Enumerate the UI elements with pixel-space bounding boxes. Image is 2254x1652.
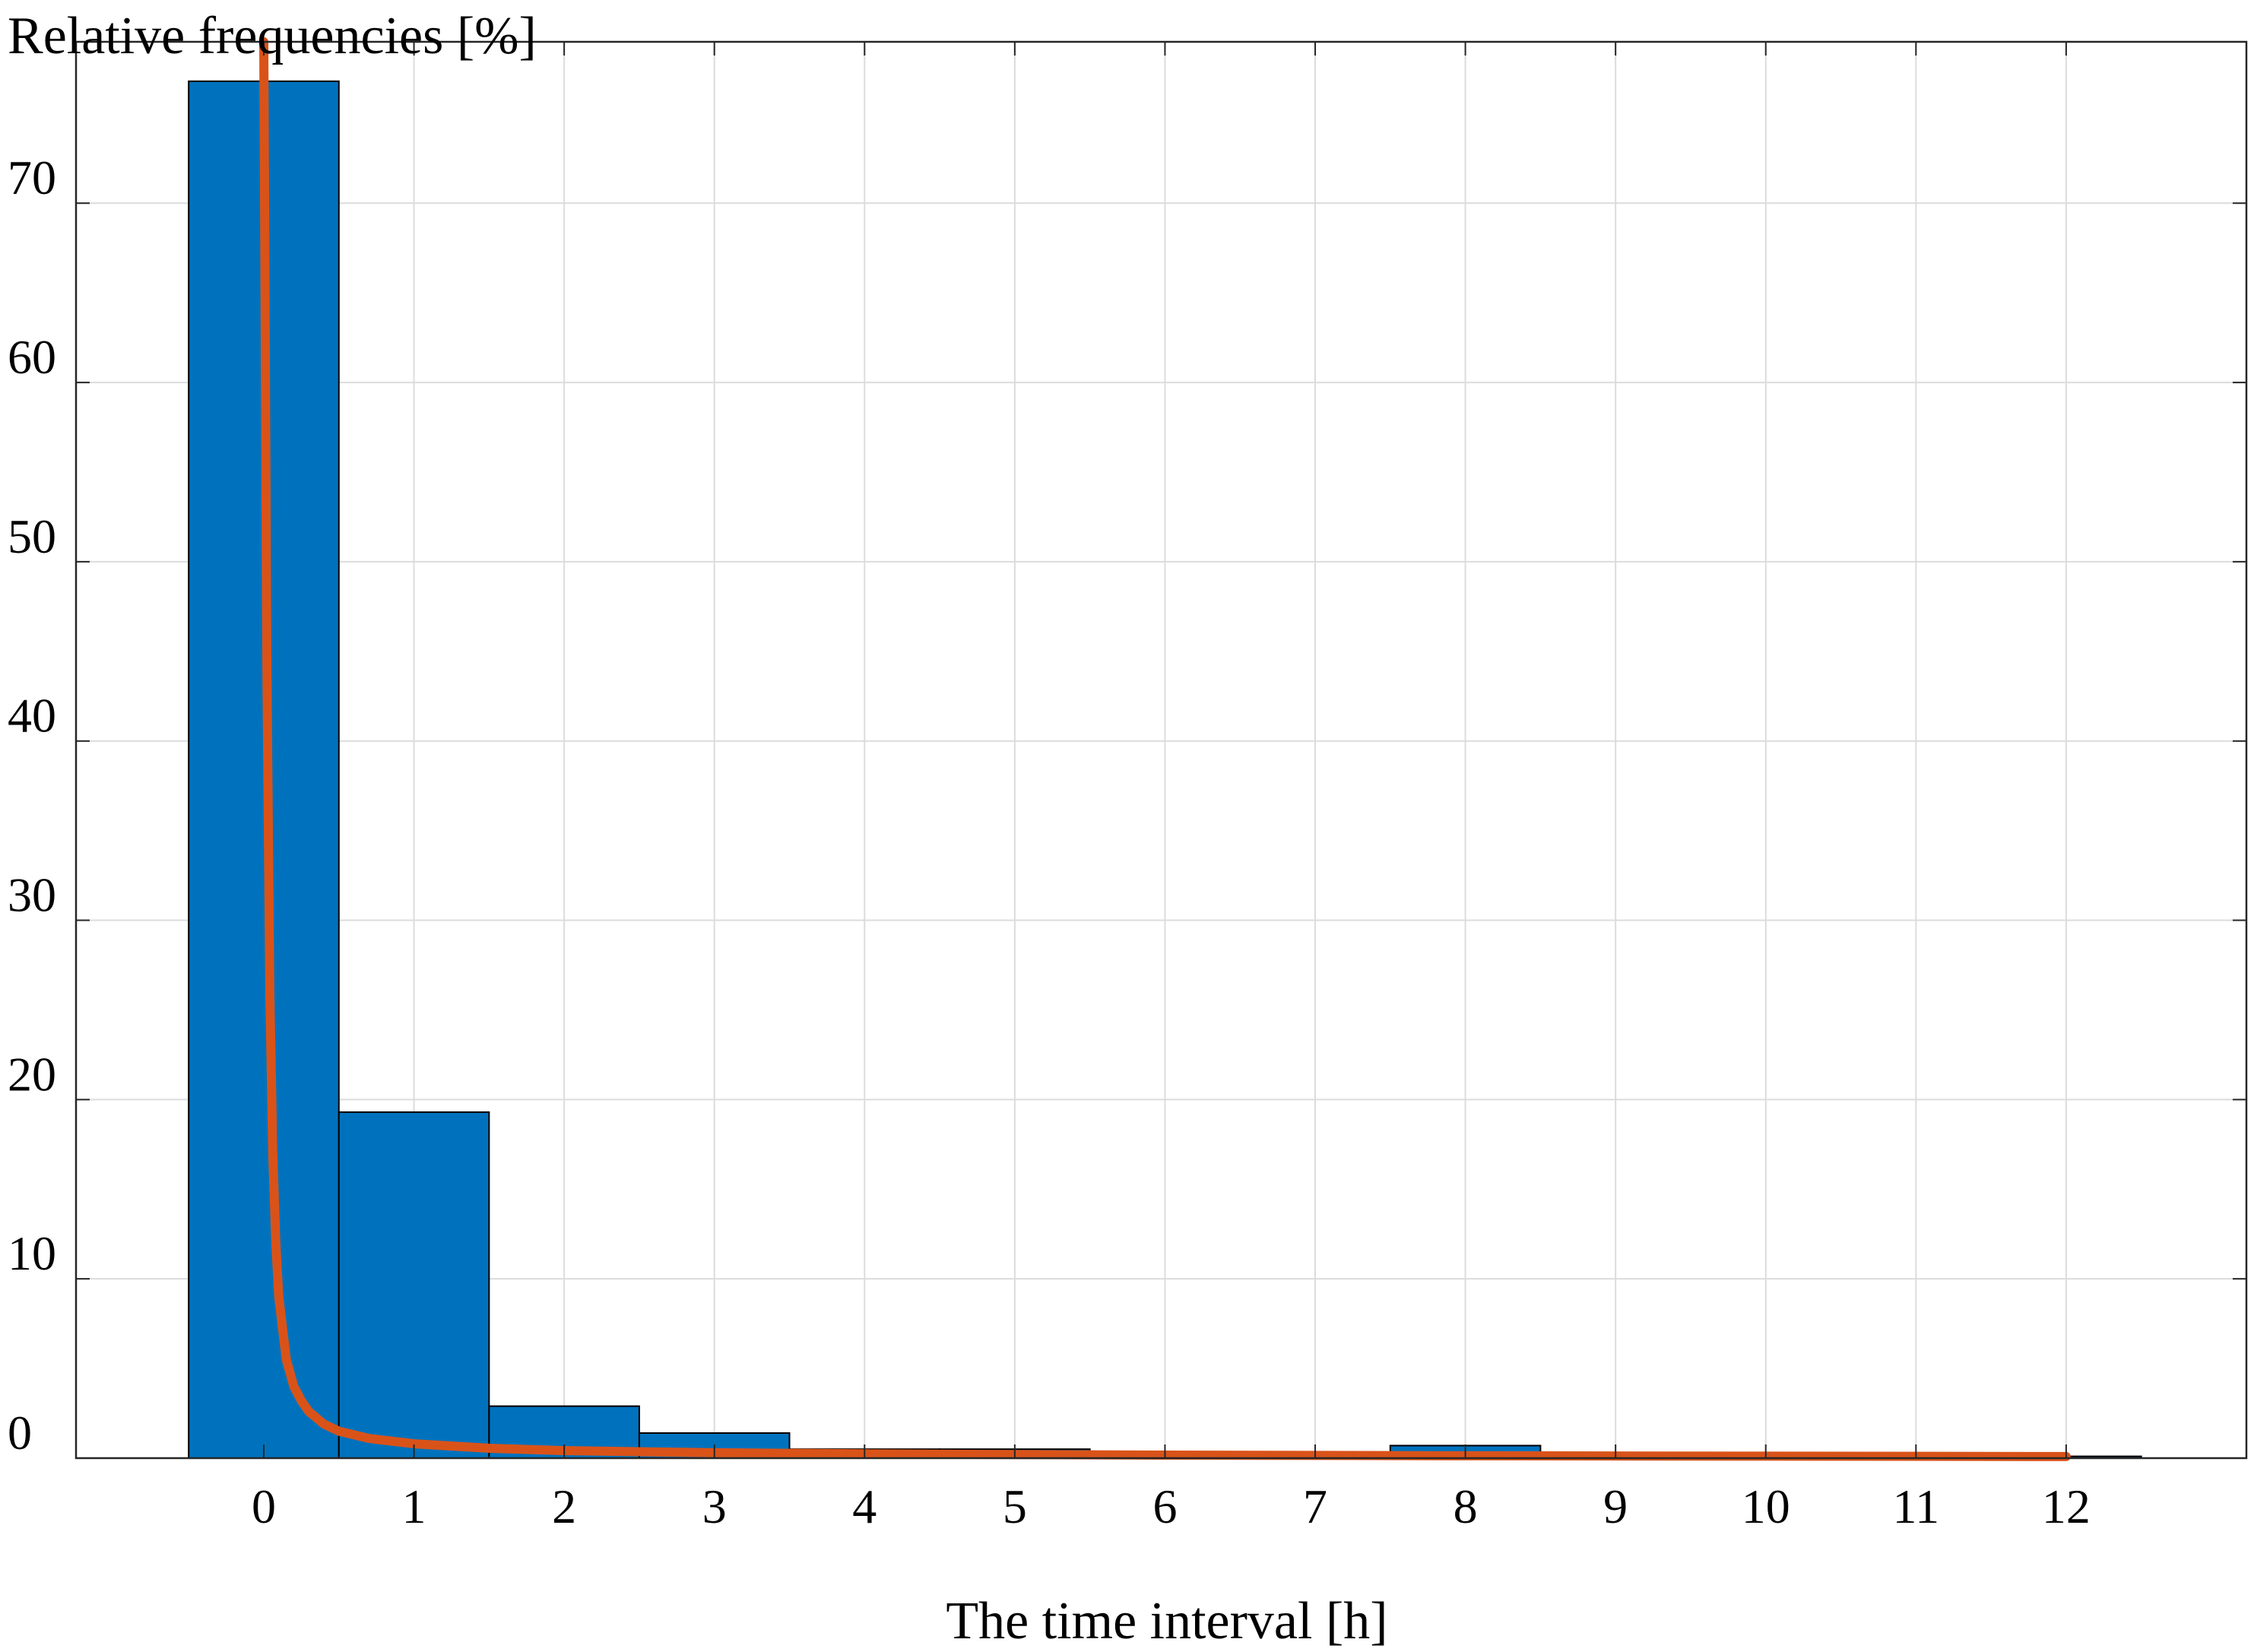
x-tick-label: 8 bbox=[1454, 1479, 1478, 1533]
x-axis-title: The time interval [h] bbox=[946, 1592, 1387, 1650]
y-tick-label: 40 bbox=[8, 689, 56, 743]
y-tick-label: 70 bbox=[8, 151, 56, 205]
x-tick-label: 2 bbox=[552, 1479, 576, 1533]
x-tick-label: 10 bbox=[1742, 1479, 1790, 1533]
x-tick-label: 3 bbox=[702, 1479, 727, 1533]
fit-curve-series bbox=[259, 37, 2071, 1461]
grid-lines bbox=[76, 42, 2246, 1458]
y-tick-label: 20 bbox=[8, 1047, 56, 1101]
fit-curve-line bbox=[259, 37, 2071, 1461]
x-tick-label: 7 bbox=[1303, 1479, 1327, 1533]
y-tick-label: 30 bbox=[8, 868, 56, 922]
x-tick-label: 12 bbox=[2042, 1479, 2091, 1533]
x-tick-label: 6 bbox=[1152, 1479, 1177, 1533]
y-tick-label: 0 bbox=[8, 1406, 32, 1460]
x-tick-label: 0 bbox=[252, 1479, 276, 1533]
y-axis-title: Relative frequencies [%] bbox=[8, 7, 537, 65]
y-tick-label: 50 bbox=[8, 509, 56, 563]
x-tick-label: 11 bbox=[1893, 1479, 1940, 1533]
x-tick-label: 1 bbox=[402, 1479, 426, 1533]
axes bbox=[74, 40, 2248, 1460]
bar bbox=[338, 1111, 490, 1460]
y-tick-label: 10 bbox=[8, 1226, 56, 1280]
x-tick-label: 4 bbox=[852, 1479, 877, 1533]
y-tick-label: 60 bbox=[8, 330, 56, 384]
x-tick-label: 9 bbox=[1603, 1479, 1628, 1533]
axes-box bbox=[74, 40, 2248, 1460]
x-tick-label: 5 bbox=[1003, 1479, 1027, 1533]
